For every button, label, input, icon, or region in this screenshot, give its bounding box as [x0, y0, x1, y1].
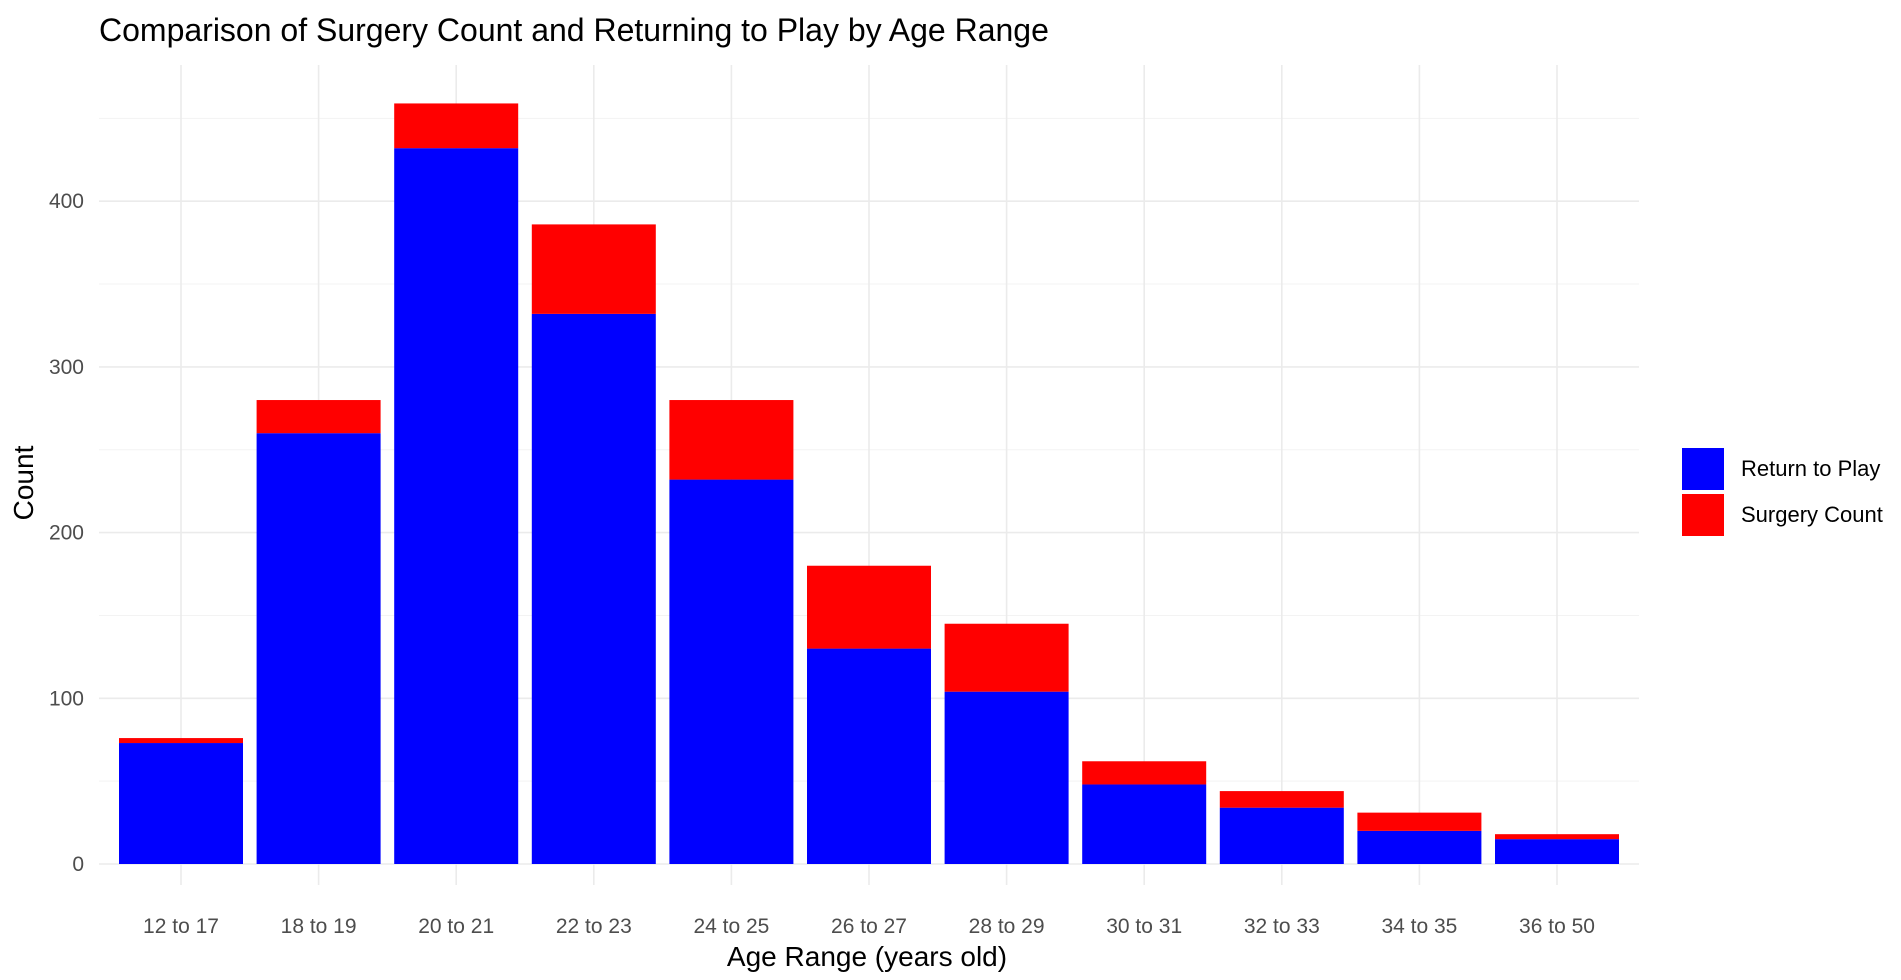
bar-surgery-count-4: [531, 224, 656, 314]
y-axis-label: Count: [8, 445, 39, 521]
x-tick-label: 18 to 19: [281, 915, 357, 938]
bar-return-to-play-7: [944, 691, 1069, 864]
bar-surgery-count-7: [944, 623, 1069, 692]
tick-labels: 0 100 200 300 400 12 to 17 18 to 19 20 to 21 22 …: [49, 190, 1595, 938]
legend-key-surgery-count: [1682, 494, 1724, 536]
bar-surgery-count-8: [1082, 761, 1207, 785]
legend-label-surgery-count: Surgery Count: [1741, 502, 1883, 527]
bar-surgery-count-2: [256, 400, 381, 434]
bar-layer: [119, 103, 1619, 865]
x-tick-label: 24 to 25: [693, 915, 769, 938]
bar-surgery-count-10: [1357, 812, 1482, 831]
x-tick-label: 26 to 27: [831, 915, 907, 938]
bar-return-to-play-2: [256, 433, 381, 864]
legend-item-return-to-play: Return to Play: [1682, 446, 1883, 492]
x-tick-label: 36 to 50: [1519, 915, 1595, 938]
bar-surgery-count-6: [807, 565, 931, 649]
legend-key-return-to-play: [1682, 448, 1724, 490]
x-tick-label: 30 to 31: [1106, 915, 1182, 938]
bar-surgery-count-1: [119, 738, 243, 744]
chart-title: Comparison of Surgery Count and Returnin…: [99, 12, 1049, 48]
legend-item-surgery-count: Surgery Count: [1682, 492, 1883, 538]
x-axis-label: Age Range (years old): [726, 941, 1008, 972]
bar-return-to-play-8: [1082, 784, 1207, 864]
bar-surgery-count-9: [1219, 791, 1344, 808]
legend: Return to Play Surgery Count: [1682, 446, 1883, 538]
x-tick-label: 32 to 33: [1244, 915, 1320, 938]
y-tick-label: 400: [49, 190, 84, 213]
bar-surgery-count-5: [669, 400, 794, 480]
bar-return-to-play-4: [531, 313, 656, 865]
bar-return-to-play-5: [669, 479, 794, 864]
y-tick-label: 0: [72, 853, 84, 876]
bar-surgery-count-11: [1495, 834, 1619, 840]
y-tick-label: 200: [49, 522, 84, 545]
x-tick-label: 28 to 29: [969, 915, 1045, 938]
bar-return-to-play-10: [1357, 830, 1482, 864]
bar-return-to-play-3: [394, 148, 519, 864]
bar-return-to-play-9: [1219, 807, 1344, 864]
bar-return-to-play-11: [1495, 839, 1619, 864]
bar-return-to-play-6: [807, 648, 931, 864]
x-tick-label: 22 to 23: [556, 915, 632, 938]
bar-return-to-play-1: [119, 743, 243, 864]
legend-label-return-to-play: Return to Play: [1741, 456, 1881, 481]
x-tick-label: 12 to 17: [143, 915, 219, 938]
x-tick-label: 20 to 21: [418, 915, 494, 938]
bar-surgery-count-3: [394, 103, 519, 149]
y-tick-label: 300: [49, 356, 84, 379]
y-tick-label: 100: [49, 687, 84, 710]
x-tick-label: 34 to 35: [1381, 915, 1457, 938]
